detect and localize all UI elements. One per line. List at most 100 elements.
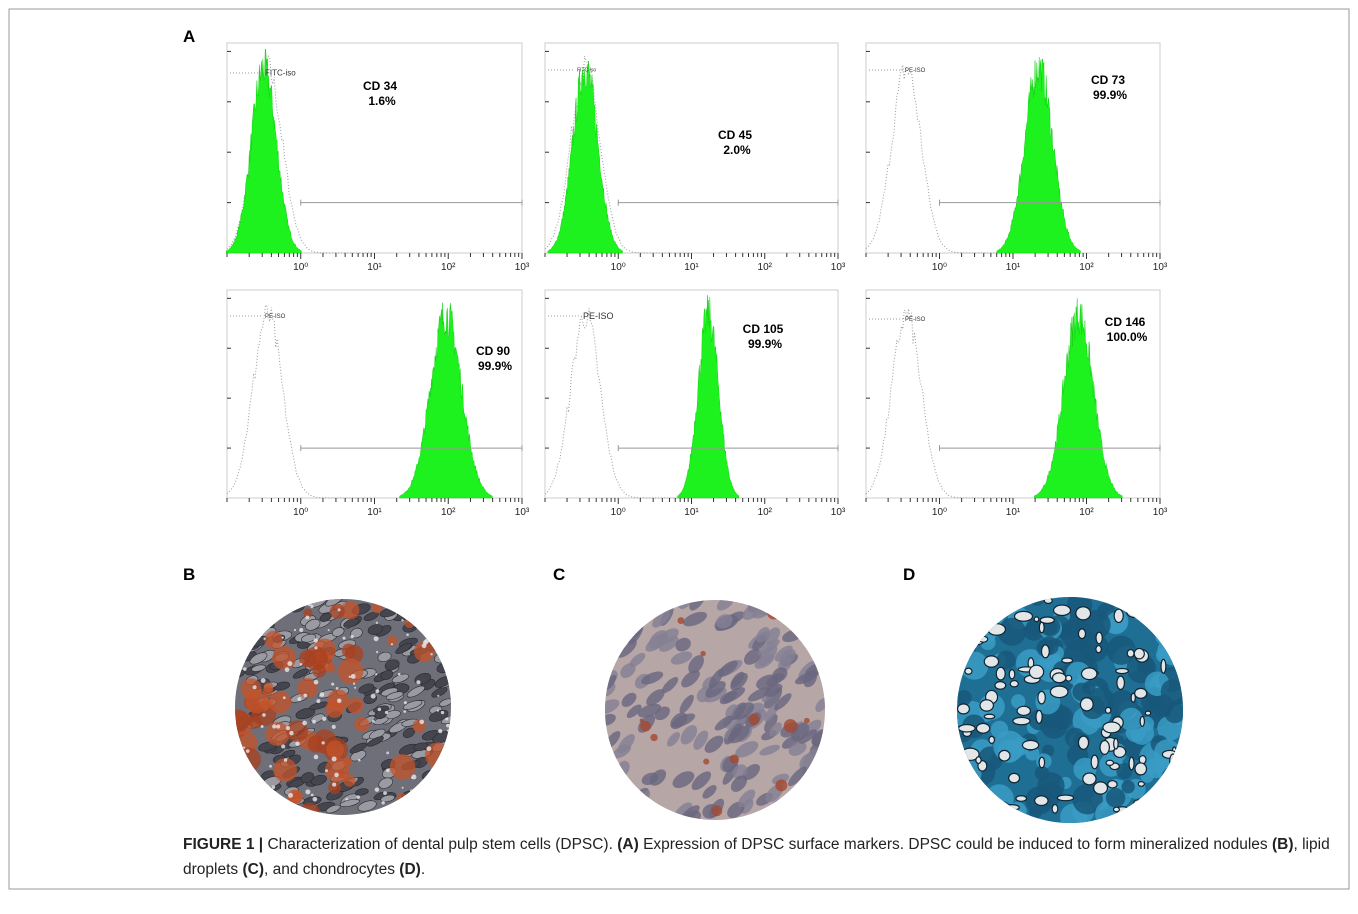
matrix xyxy=(973,604,996,627)
stain xyxy=(326,664,335,673)
lacuna xyxy=(1096,646,1101,653)
caption-text: . xyxy=(421,861,425,878)
nucleus xyxy=(598,769,618,786)
highlight xyxy=(381,801,384,804)
highlight xyxy=(325,769,328,772)
highlight xyxy=(434,781,438,785)
stain xyxy=(273,758,297,782)
lacuna xyxy=(1136,799,1142,811)
matrix xyxy=(1165,788,1193,816)
matrix xyxy=(1164,797,1180,813)
stain xyxy=(272,646,296,670)
lacuna xyxy=(1170,632,1174,639)
caption-text: , and chondrocytes xyxy=(264,861,395,878)
lacuna xyxy=(1022,740,1038,749)
x-tick-label: 10² xyxy=(758,262,773,273)
highlight xyxy=(358,759,361,762)
figure: A B C D 10⁰10¹10²10³FITC-isoCD 341.6%10⁰… xyxy=(0,0,1358,914)
highlight xyxy=(439,653,444,658)
isotype-label: PE-ISO xyxy=(905,317,926,323)
lipid xyxy=(784,719,798,733)
highlight xyxy=(338,608,341,611)
cell xyxy=(426,795,443,809)
nucleus xyxy=(790,796,815,825)
lacuna xyxy=(1161,659,1166,673)
x-tick-label: 10⁰ xyxy=(932,507,947,518)
cell xyxy=(263,799,283,815)
highlight xyxy=(371,694,376,699)
lacuna xyxy=(959,725,976,732)
matrix xyxy=(1161,679,1186,704)
x-tick-label: 10³ xyxy=(1153,262,1168,273)
highlight xyxy=(253,685,257,689)
lacuna xyxy=(1138,782,1144,787)
x-tick-label: 10³ xyxy=(1153,507,1168,518)
marker-histogram xyxy=(226,49,301,253)
matrix xyxy=(1061,619,1092,650)
stain xyxy=(299,803,321,825)
lacuna xyxy=(1127,650,1134,657)
highlight xyxy=(424,639,429,644)
lacuna xyxy=(1017,706,1030,715)
highlight xyxy=(422,607,427,612)
highlight xyxy=(419,720,424,725)
x-tick-label: 10³ xyxy=(515,262,530,273)
cell xyxy=(262,599,277,611)
stain xyxy=(372,602,383,613)
x-tick-label: 10⁰ xyxy=(293,262,308,273)
lacuna xyxy=(1080,698,1093,711)
cell xyxy=(387,802,408,814)
marker-histogram xyxy=(678,295,740,498)
highlight xyxy=(351,635,354,638)
isotype-label: FITC-iso xyxy=(577,68,596,74)
lacuna xyxy=(980,700,993,711)
highlight xyxy=(445,618,449,622)
highlight xyxy=(245,780,248,783)
caption-text: Characterization of dental pulp stem cel… xyxy=(267,836,612,853)
highlight xyxy=(332,725,336,729)
cell xyxy=(406,794,421,806)
lipid xyxy=(711,805,722,816)
lacuna xyxy=(1100,741,1109,755)
lipid xyxy=(650,734,657,741)
highlight xyxy=(275,813,279,817)
matrix xyxy=(1138,603,1161,626)
micrograph-b xyxy=(226,592,458,824)
micrograph-d xyxy=(950,587,1193,831)
highlight xyxy=(311,794,314,797)
lacuna xyxy=(1166,622,1184,631)
cell xyxy=(428,785,449,800)
highlight xyxy=(269,765,272,768)
lacuna xyxy=(1078,736,1088,749)
stain xyxy=(256,803,265,812)
nucleus xyxy=(774,591,799,617)
highlight xyxy=(248,614,251,617)
highlight xyxy=(447,730,449,732)
highlight xyxy=(354,687,356,689)
x-tick-label: 10² xyxy=(441,507,456,518)
cell xyxy=(228,789,245,803)
highlight xyxy=(416,680,420,684)
nucleus xyxy=(618,617,638,634)
matrix xyxy=(997,651,1016,670)
highlight xyxy=(430,653,432,655)
highlight xyxy=(332,783,336,787)
highlight xyxy=(321,741,324,744)
highlight xyxy=(406,633,409,636)
highlight xyxy=(334,773,339,778)
matrix xyxy=(1169,788,1189,808)
highlight xyxy=(243,746,245,748)
lacuna xyxy=(1004,805,1019,811)
highlight xyxy=(261,725,264,728)
panel-label: D xyxy=(903,565,915,584)
cell xyxy=(239,763,254,773)
lacuna xyxy=(1091,755,1098,769)
stain xyxy=(342,643,356,657)
x-tick-label: 10² xyxy=(1079,507,1094,518)
highlight xyxy=(351,674,356,679)
lacuna xyxy=(1105,707,1110,713)
highlight xyxy=(383,791,387,795)
highlight xyxy=(332,757,337,762)
highlight xyxy=(417,790,421,794)
lacuna xyxy=(1062,658,1073,663)
